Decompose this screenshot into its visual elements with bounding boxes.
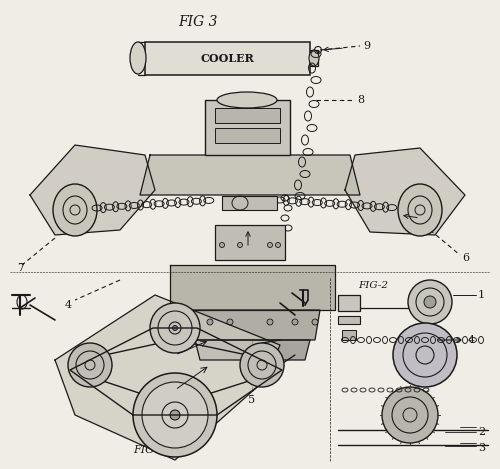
- Bar: [215, 108, 280, 123]
- Ellipse shape: [227, 319, 233, 325]
- Ellipse shape: [217, 92, 277, 108]
- Text: 5: 5: [248, 395, 255, 405]
- Ellipse shape: [150, 303, 200, 353]
- Ellipse shape: [408, 280, 452, 324]
- Text: 1: 1: [478, 290, 485, 300]
- Bar: [338, 295, 360, 311]
- Ellipse shape: [276, 242, 280, 248]
- Ellipse shape: [187, 319, 193, 325]
- Text: FIG 3: FIG 3: [178, 15, 218, 29]
- Text: FIG-2: FIG-2: [358, 280, 388, 289]
- Text: 3: 3: [478, 443, 485, 453]
- Polygon shape: [345, 148, 465, 235]
- Ellipse shape: [292, 319, 298, 325]
- Ellipse shape: [268, 242, 272, 248]
- Polygon shape: [185, 310, 320, 340]
- Ellipse shape: [170, 410, 180, 420]
- Bar: [145, 42, 310, 75]
- Ellipse shape: [312, 319, 318, 325]
- Bar: [215, 128, 280, 143]
- Ellipse shape: [130, 42, 146, 74]
- Text: 4: 4: [65, 300, 72, 310]
- Ellipse shape: [267, 319, 273, 325]
- Ellipse shape: [220, 242, 224, 248]
- Text: 4: 4: [468, 335, 475, 345]
- Ellipse shape: [398, 184, 442, 236]
- Ellipse shape: [172, 325, 178, 331]
- Polygon shape: [170, 265, 335, 310]
- Polygon shape: [30, 145, 155, 235]
- Text: 2: 2: [478, 427, 485, 437]
- Bar: [338, 316, 360, 324]
- Bar: [222, 196, 277, 210]
- Ellipse shape: [393, 323, 457, 387]
- Text: COOLER: COOLER: [200, 53, 254, 63]
- Ellipse shape: [309, 50, 319, 66]
- Bar: [205, 100, 290, 155]
- Ellipse shape: [133, 373, 217, 457]
- Bar: [215, 225, 285, 260]
- Text: 8: 8: [357, 95, 364, 105]
- Text: FIG-1: FIG-1: [133, 445, 165, 455]
- Text: 7: 7: [17, 263, 24, 273]
- Ellipse shape: [382, 387, 438, 443]
- Ellipse shape: [142, 382, 208, 448]
- Ellipse shape: [238, 242, 242, 248]
- Text: 6: 6: [462, 253, 469, 263]
- Text: 9: 9: [363, 41, 370, 51]
- Ellipse shape: [240, 343, 284, 387]
- Polygon shape: [55, 295, 280, 460]
- Polygon shape: [195, 340, 310, 360]
- Ellipse shape: [68, 343, 112, 387]
- Bar: [310, 50, 318, 66]
- Ellipse shape: [424, 296, 436, 308]
- Polygon shape: [140, 155, 360, 195]
- Ellipse shape: [53, 184, 97, 236]
- Bar: [342, 330, 356, 340]
- Ellipse shape: [207, 319, 213, 325]
